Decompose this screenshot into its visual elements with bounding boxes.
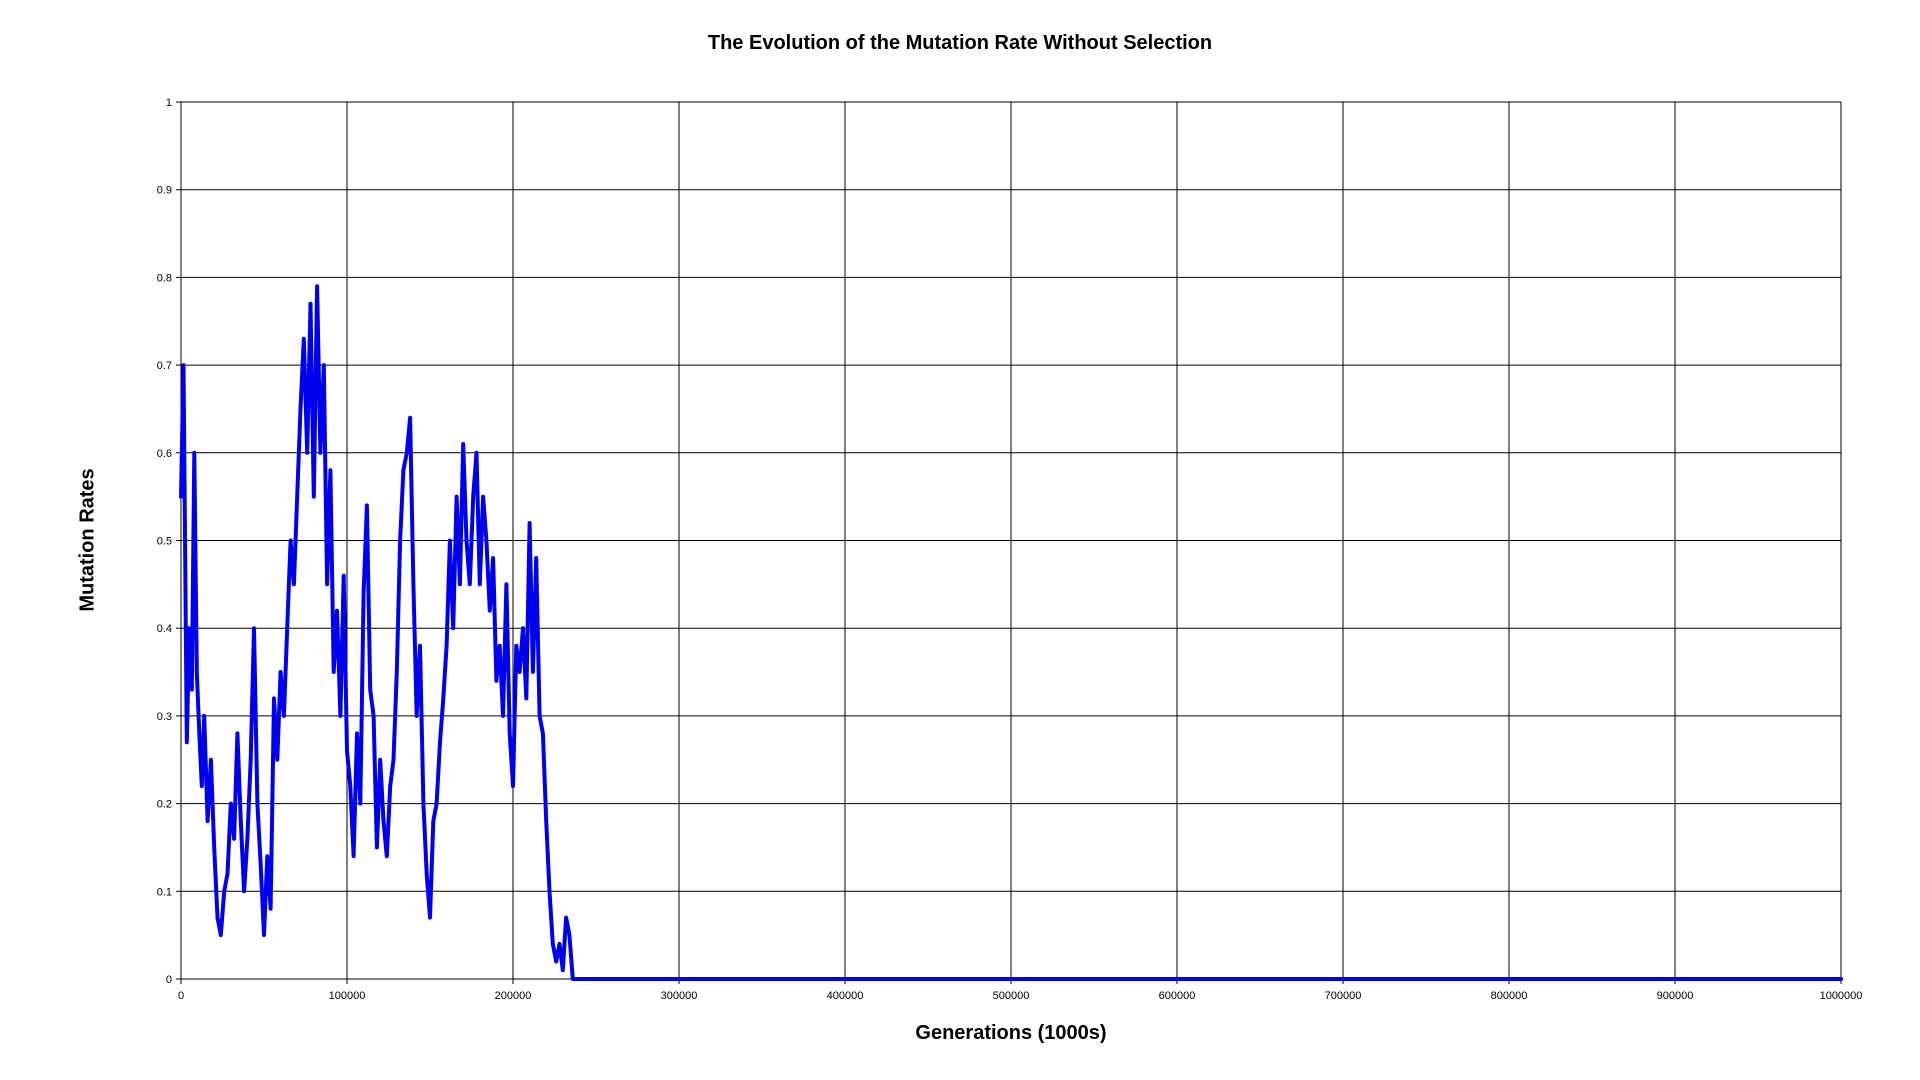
x-tick-label: 900000 bbox=[1657, 990, 1694, 1002]
x-tick-label: 400000 bbox=[827, 990, 864, 1002]
y-tick-label: 0.4 bbox=[157, 623, 172, 635]
y-tick-label: 0.5 bbox=[157, 536, 172, 548]
x-tick-label: 100000 bbox=[329, 990, 366, 1002]
series-line bbox=[179, 284, 1843, 981]
chart-title: The Evolution of the Mutation Rate Witho… bbox=[707, 32, 1213, 54]
x-tick-label: 300000 bbox=[661, 990, 698, 1002]
y-tick-label: 0.7 bbox=[157, 360, 172, 372]
y-tick-label: 0.3 bbox=[157, 711, 172, 723]
y-tick-label: 0 bbox=[166, 974, 172, 986]
x-tick-label: 800000 bbox=[1491, 990, 1528, 1002]
series-layer bbox=[179, 284, 1843, 981]
x-tick-label: 0 bbox=[178, 990, 184, 1002]
y-tick-label: 0.6 bbox=[157, 448, 172, 460]
y-tick-label: 1 bbox=[166, 97, 172, 109]
x-tick-label: 500000 bbox=[993, 990, 1030, 1002]
x-tick-label: 700000 bbox=[1325, 990, 1362, 1002]
grid-lines bbox=[176, 101, 1842, 984]
x-tick-label: 1000000 bbox=[1820, 990, 1863, 1002]
x-tick-label: 200000 bbox=[495, 990, 532, 1002]
y-tick-label: 0.8 bbox=[157, 272, 172, 284]
y-tick-label: 0.1 bbox=[157, 886, 172, 898]
x-tick-label: 600000 bbox=[1159, 990, 1196, 1002]
x-axis-label: Generations (1000s) bbox=[915, 1022, 1107, 1044]
y-tick-label: 0.2 bbox=[157, 799, 172, 811]
y-tick-label: 0.9 bbox=[157, 185, 172, 197]
tick-labels: 0 100000 200000 300000 400000 500000 600000 700… bbox=[157, 97, 1863, 1002]
